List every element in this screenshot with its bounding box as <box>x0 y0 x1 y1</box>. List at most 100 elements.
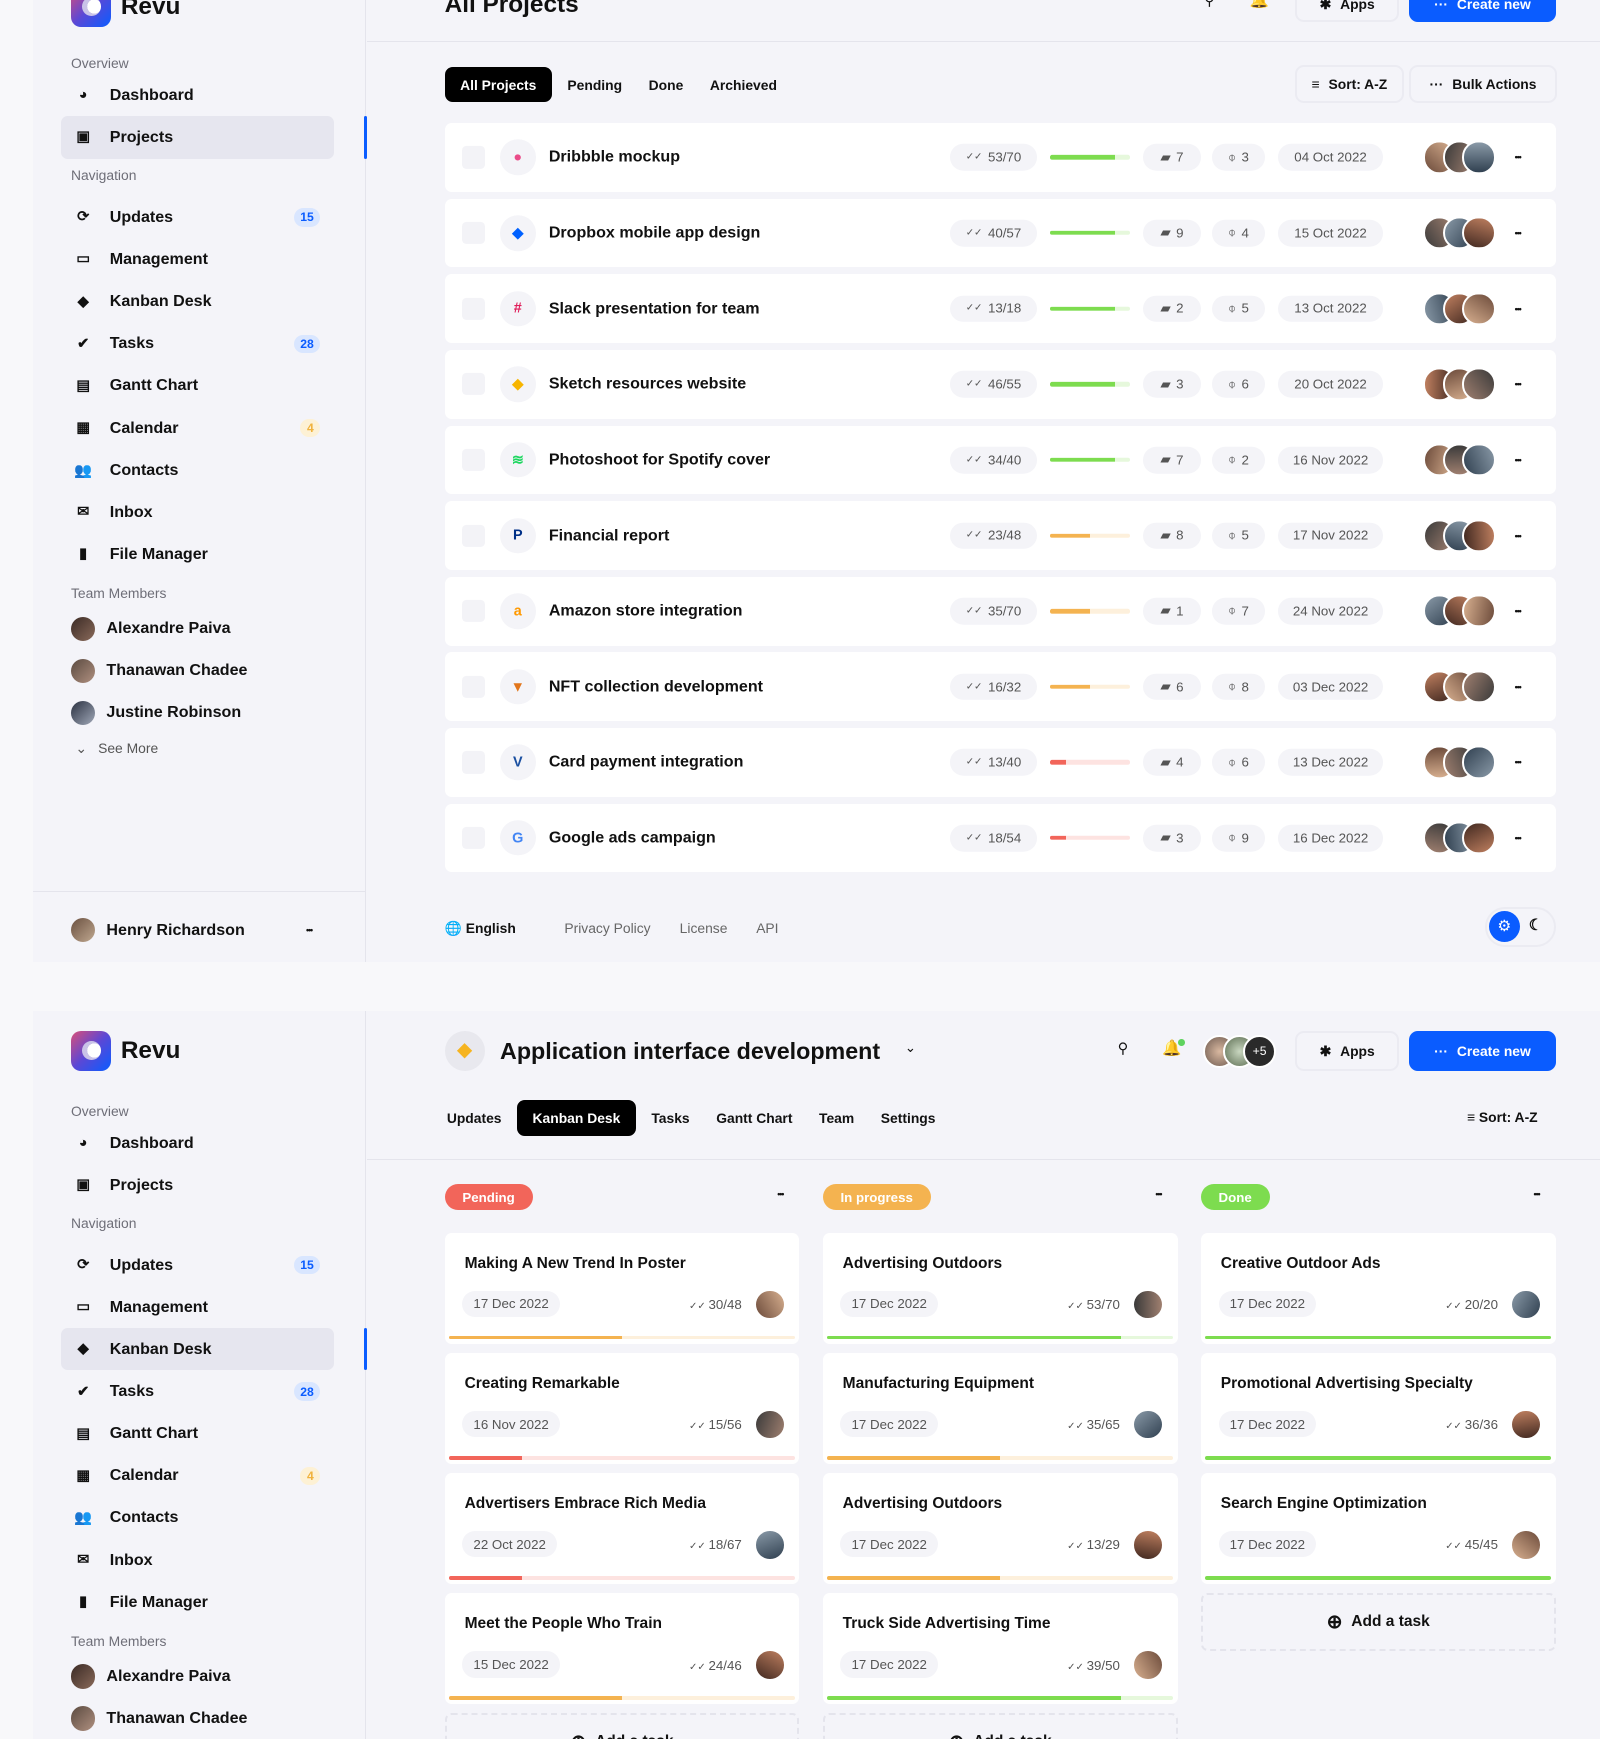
assignee-avatars[interactable] <box>1422 292 1496 326</box>
assignee-avatars[interactable] <box>1422 670 1496 704</box>
sidebar-item-kanban-desk[interactable]: ◆ Kanban Desk <box>60 1328 334 1371</box>
bell-icon[interactable]: 🔔 <box>1249 0 1269 10</box>
more-options-icon[interactable]: ••• <box>1514 530 1522 541</box>
apps-button[interactable]: ✱ Apps <box>1295 1031 1400 1072</box>
comments-count[interactable]: ▰ 3 <box>1143 824 1201 852</box>
task-card[interactable]: Creating Remarkable 16 Nov 2022 ✓✓ 15/56 <box>444 1353 800 1464</box>
task-card[interactable]: Promotional Advertising Specialty 17 Dec … <box>1200 1353 1556 1464</box>
tab-gantt-chart[interactable]: Gantt Chart <box>716 1109 793 1126</box>
sidebar-item-tasks[interactable]: ✔ Tasks 28 <box>61 1370 334 1412</box>
add-task-button[interactable]: ⊕ Add a task <box>444 1713 800 1739</box>
project-row[interactable]: ≋ Photoshoot for Spotify cover ✓✓ 34/40 ▰ 7 ⌽ 2… <box>444 425 1556 495</box>
comments-count[interactable]: ▰ 8 <box>1143 522 1201 549</box>
tab-team[interactable]: Team <box>819 1109 855 1126</box>
search-icon[interactable]: ⚲ <box>1204 0 1215 10</box>
add-task-button[interactable]: ⊕ Add a task <box>822 1713 1178 1739</box>
assignee-avatars[interactable] <box>1422 367 1496 401</box>
row-checkbox[interactable] <box>462 448 485 472</box>
sidebar-item-file-manager[interactable]: ▮ File Manager <box>61 1581 334 1623</box>
more-options-icon[interactable]: ••• <box>1514 228 1522 239</box>
comments-count[interactable]: ▰ 7 <box>1143 144 1201 171</box>
task-card[interactable]: Search Engine Optimization 17 Dec 2022 ✓✓ … <box>1200 1473 1556 1585</box>
comments-count[interactable]: ▰ 9 <box>1143 219 1201 247</box>
attachments-count[interactable]: ⌽ 8 <box>1211 673 1266 701</box>
member-avatars[interactable]: +5 <box>1203 1034 1277 1068</box>
project-row[interactable]: a Amazon store integration ✓✓ 35/70 ▰ 1 ⌽ 7 24 N… <box>444 576 1556 646</box>
more-options-icon[interactable]: ••• <box>1514 606 1522 617</box>
sidebar-item-gantt-chart[interactable]: ▤ Gantt Chart <box>61 365 334 407</box>
row-checkbox[interactable] <box>462 751 485 774</box>
project-name[interactable]: Financial report <box>548 526 670 545</box>
app-logo[interactable]: Revu <box>70 1031 180 1072</box>
tab-tasks[interactable]: Tasks <box>651 1109 690 1126</box>
sidebar-item-calendar[interactable]: ▦ Calendar 4 <box>61 407 334 449</box>
current-user[interactable]: Henry Richardson ••• <box>70 918 326 943</box>
license-link[interactable]: License <box>679 920 728 937</box>
bell-icon[interactable]: 🔔 <box>1162 1038 1185 1058</box>
add-task-button[interactable]: ⊕ Add a task <box>1200 1593 1556 1651</box>
team-member[interactable]: Alexandre Paiva <box>70 616 231 641</box>
project-row[interactable]: V Card payment integration ✓✓ 13/40 ▰ 4 ⌽ 6 13 D… <box>444 728 1556 797</box>
row-checkbox[interactable] <box>462 373 485 396</box>
row-checkbox[interactable] <box>462 675 485 698</box>
sidebar-item-dashboard[interactable]: ◕ Dashboard <box>61 74 334 116</box>
task-card[interactable]: Advertising Outdoors 17 Dec 2022 ✓✓ 13/29 <box>822 1473 1178 1585</box>
language-selector[interactable]: 🌐 English <box>444 920 516 937</box>
create-new-button[interactable]: ··· Create new <box>1409 1031 1556 1072</box>
project-row[interactable]: ▼ NFT collection development ✓✓ 16/32 ▰ 6 ⌽ 8 03… <box>444 652 1556 722</box>
sidebar-item-kanban-desk[interactable]: ◆ Kanban Desk <box>61 281 334 323</box>
project-name[interactable]: Google ads campaign <box>548 828 716 847</box>
tab-pending[interactable]: Pending <box>567 76 623 93</box>
assignee-avatars[interactable] <box>1422 821 1496 855</box>
project-name[interactable]: Amazon store integration <box>548 601 743 620</box>
team-member[interactable]: Alexandre Paiva <box>70 1664 231 1689</box>
row-checkbox[interactable] <box>462 600 485 623</box>
sidebar-item-management[interactable]: ▭ Management <box>61 238 334 280</box>
row-checkbox[interactable] <box>462 221 485 245</box>
project-row[interactable]: ◆ Sketch resources website ✓✓ 46/55 ▰ 3 ⌽ 6 20 O… <box>444 349 1556 419</box>
comments-count[interactable]: ▰ 1 <box>1143 597 1201 625</box>
project-row[interactable]: ◆ Dropbox mobile app design ✓✓ 40/57 ▰ 9 ⌽ 4 15 … <box>444 198 1556 268</box>
project-row[interactable]: P Financial report ✓✓ 23/48 ▰ 8 ⌽ 5 17 Nov 2022 •… <box>444 501 1556 570</box>
attachments-count[interactable]: ⌽ 6 <box>1211 370 1266 398</box>
attachments-count[interactable]: ⌽ 4 <box>1211 219 1266 247</box>
more-options-icon[interactable]: ••• <box>1514 152 1522 163</box>
privacy-policy-link[interactable]: Privacy Policy <box>564 920 651 937</box>
create-new-button[interactable]: ··· Create new <box>1409 0 1556 23</box>
project-row[interactable]: G Google ads campaign ✓✓ 18/54 ▰ 3 ⌽ 9 16 Dec 20… <box>444 803 1556 873</box>
column-more-icon[interactable]: ••• <box>1155 1188 1162 1199</box>
theme-toggle[interactable]: ⚙ ☾ <box>1484 907 1556 947</box>
row-checkbox[interactable] <box>462 297 485 320</box>
project-name[interactable]: Dropbox mobile app design <box>548 223 761 242</box>
project-name[interactable]: Dribbble mockup <box>548 147 681 166</box>
assignee-avatars[interactable] <box>1422 594 1496 628</box>
attachments-count[interactable]: ⌽ 5 <box>1211 522 1266 549</box>
team-member[interactable]: Justine Robinson <box>70 700 241 726</box>
sidebar-item-calendar[interactable]: ▦ Calendar 4 <box>61 1455 334 1497</box>
apps-button[interactable]: ✱ Apps <box>1295 0 1400 23</box>
tab-kanban-desk[interactable]: Kanban Desk <box>517 1099 636 1136</box>
team-member[interactable]: Thanawan Chadee <box>70 658 247 684</box>
attachments-count[interactable]: ⌽ 7 <box>1211 597 1266 625</box>
search-icon[interactable]: ⚲ <box>1117 1041 1129 1058</box>
project-name[interactable]: Sketch resources website <box>548 374 747 393</box>
more-options-icon[interactable]: ••• <box>1514 303 1522 314</box>
more-options-icon[interactable]: ••• <box>1514 681 1522 692</box>
api-link[interactable]: API <box>756 920 779 937</box>
comments-count[interactable]: ▰ 7 <box>1143 446 1201 474</box>
comments-count[interactable]: ▰ 3 <box>1143 370 1201 398</box>
sidebar-item-inbox[interactable]: ✉ Inbox <box>61 1539 334 1581</box>
more-options-icon[interactable]: ••• <box>306 925 313 936</box>
sidebar-item-projects[interactable]: ▣ Projects <box>61 1164 334 1206</box>
sidebar-item-contacts[interactable]: 👥 Contacts <box>61 1497 334 1539</box>
sidebar-item-inbox[interactable]: ✉ Inbox <box>61 491 334 533</box>
task-card[interactable]: Advertising Outdoors 17 Dec 2022 ✓✓ 53/70 <box>822 1232 1178 1344</box>
column-more-icon[interactable]: ••• <box>1533 1188 1540 1199</box>
project-name[interactable]: Card payment integration <box>548 752 744 771</box>
assignee-avatars[interactable] <box>1422 216 1496 250</box>
more-options-icon[interactable]: ••• <box>1514 833 1522 844</box>
sidebar-item-dashboard[interactable]: ◕ Dashboard <box>61 1122 334 1164</box>
task-card[interactable]: Making A New Trend In Poster 17 Dec 2022 ✓… <box>444 1232 800 1344</box>
row-checkbox[interactable] <box>462 524 485 547</box>
row-checkbox[interactable] <box>462 146 485 169</box>
